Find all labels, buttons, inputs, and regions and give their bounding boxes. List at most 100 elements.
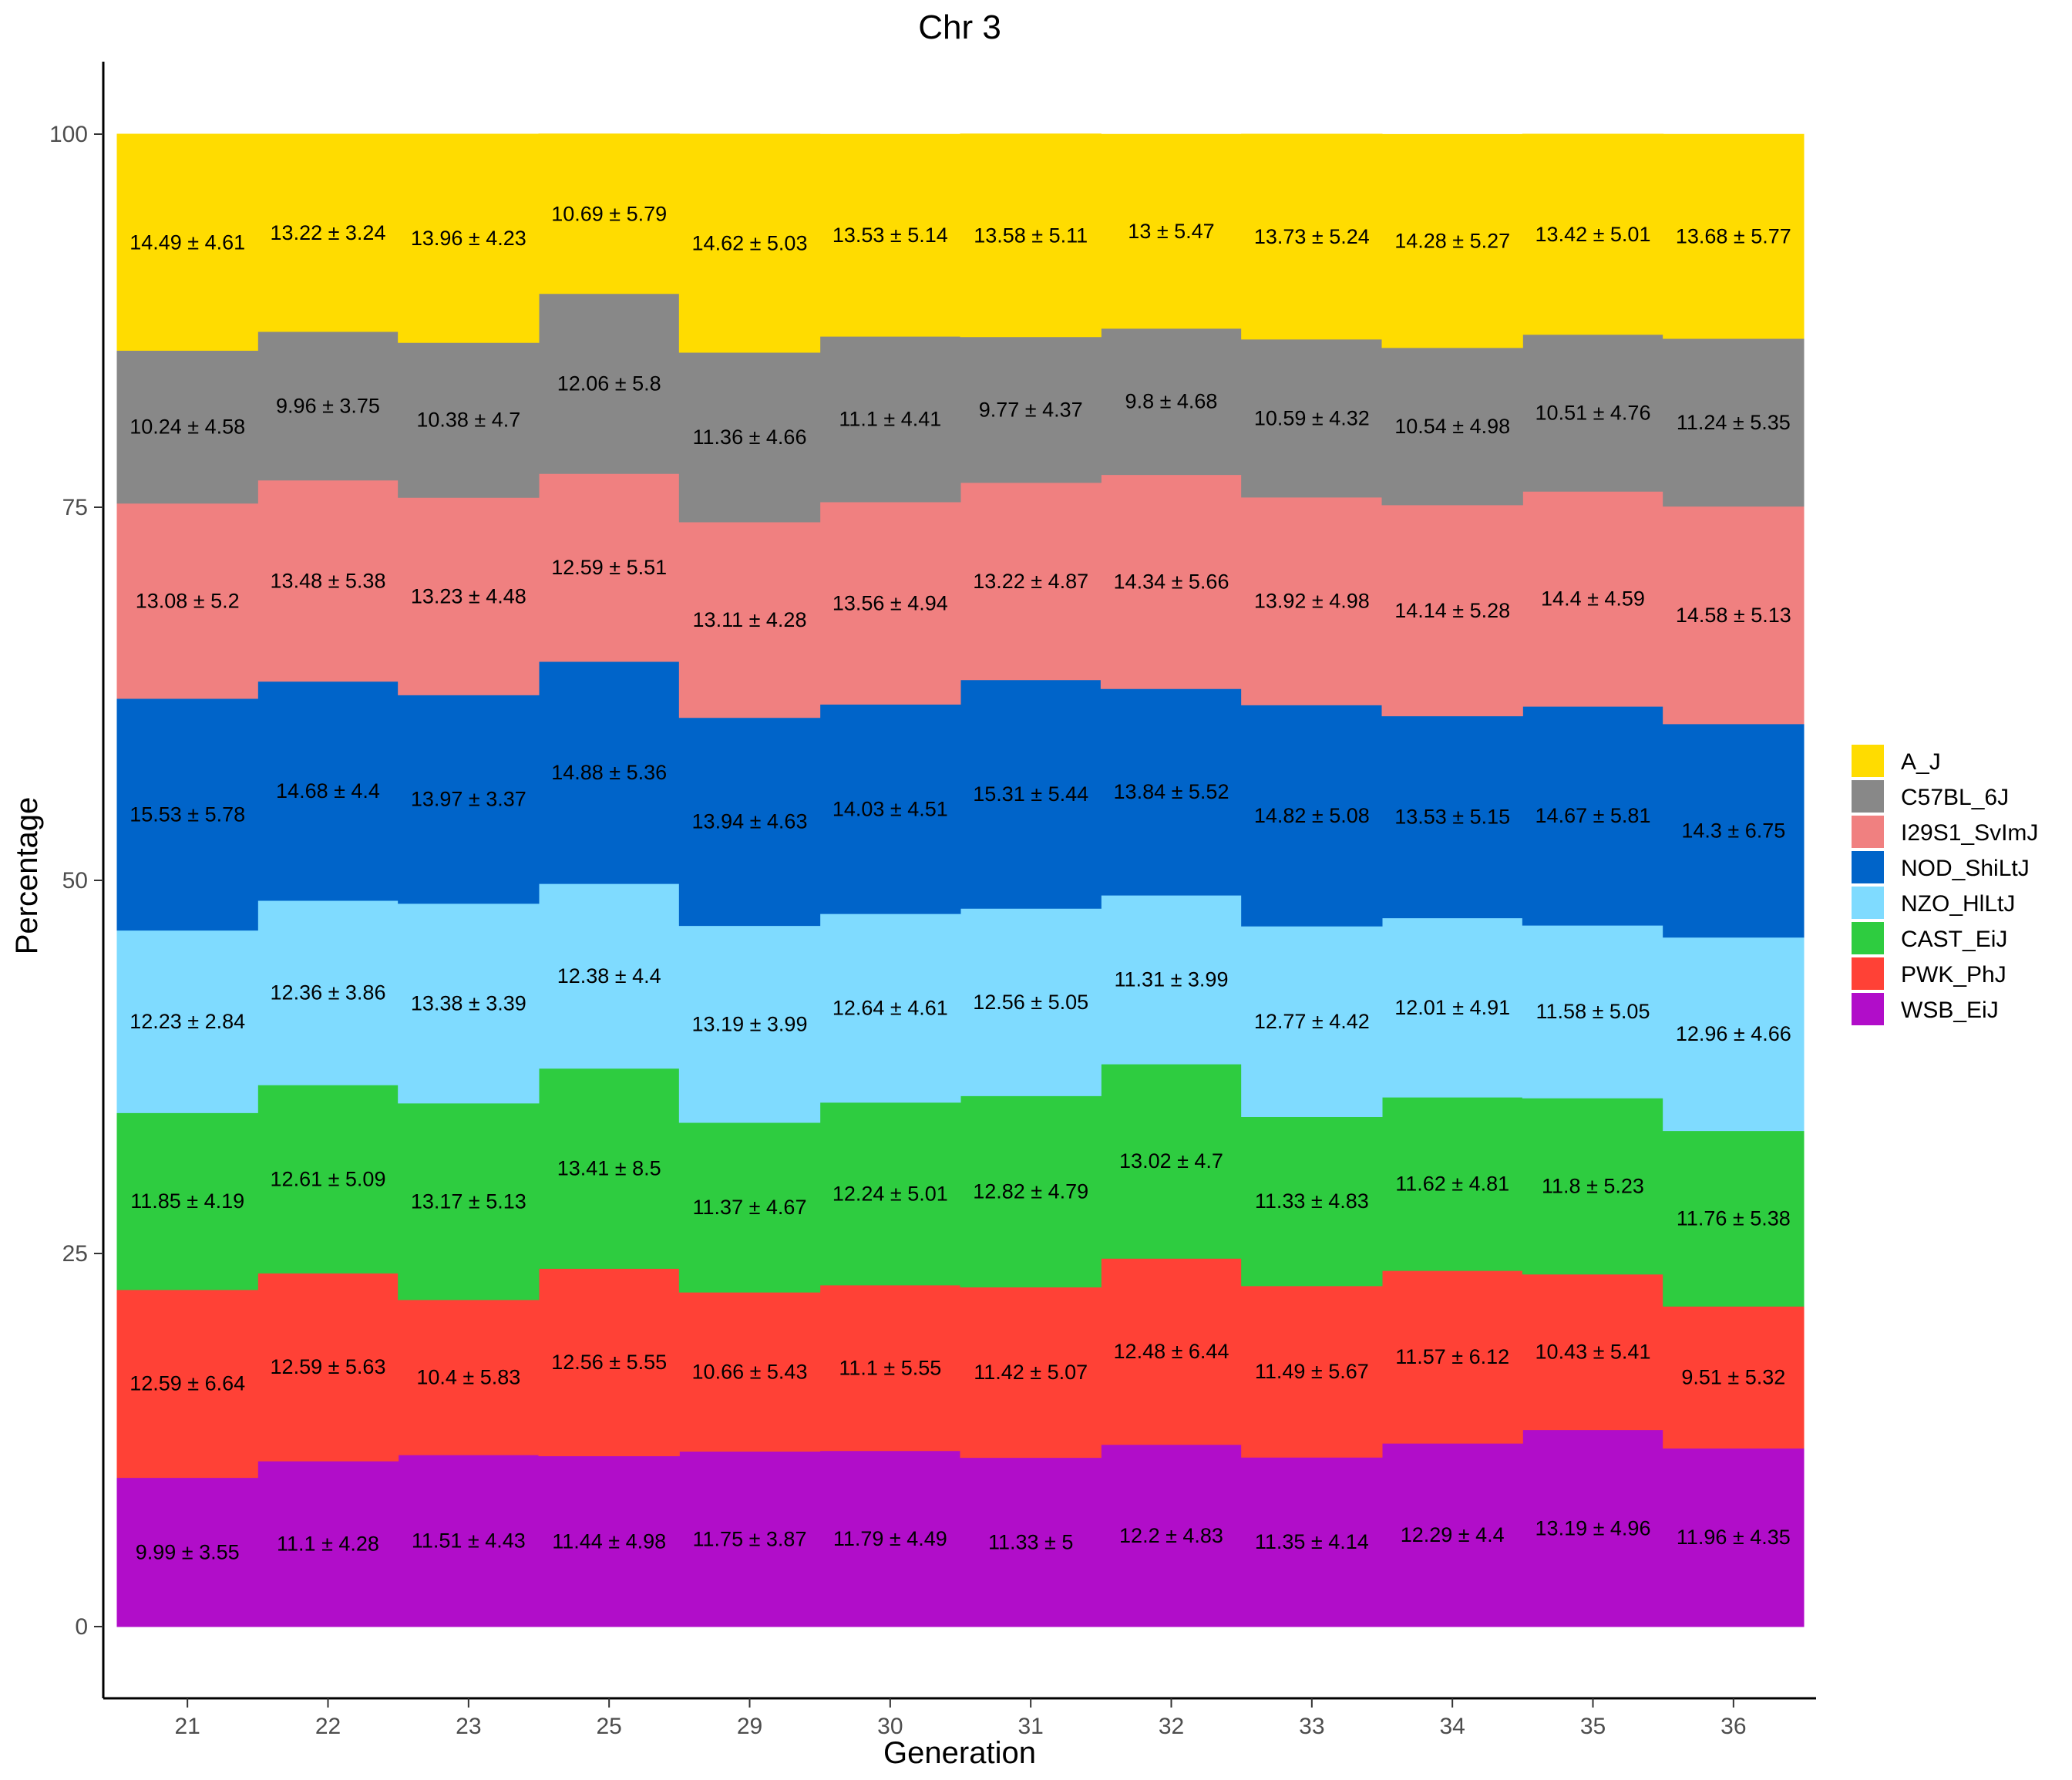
data-label-PWK_PhJ-30: 11.1 ± 5.55 (839, 1356, 941, 1379)
x-tick-label-31: 31 (1018, 1714, 1043, 1739)
data-label-I29S1_SvImJ-30: 13.56 ± 4.94 (832, 591, 948, 614)
data-label-A_J-32: 13 ± 5.47 (1128, 220, 1214, 243)
x-tick-label-36: 36 (1720, 1714, 1746, 1739)
legend: A_J C57BL_6J I29S1_SvImJ NOD_ShiLtJ NZO_HlLt… (1852, 745, 2038, 1025)
data-label-NOD_ShiLtJ-25: 14.88 ± 5.36 (551, 761, 667, 784)
data-label-CAST_EiJ-21: 11.85 ± 4.19 (130, 1189, 244, 1213)
legend-swatch-C57BL_6J (1852, 780, 1884, 813)
data-label-C57BL_6J-21: 10.24 ± 4.58 (130, 416, 245, 439)
data-label-C57BL_6J-36: 11.24 ± 5.35 (1677, 411, 1791, 434)
data-label-I29S1_SvImJ-34: 14.14 ± 5.28 (1394, 599, 1510, 622)
data-label-CAST_EiJ-32: 13.02 ± 4.7 (1119, 1149, 1223, 1173)
data-label-NOD_ShiLtJ-30: 14.03 ± 4.51 (832, 797, 948, 820)
data-label-NZO_HlLtJ-29: 13.19 ± 3.99 (692, 1012, 808, 1035)
data-label-NZO_HlLtJ-22: 12.36 ± 3.86 (271, 981, 386, 1004)
data-label-NOD_ShiLtJ-36: 14.3 ± 6.75 (1681, 819, 1785, 842)
data-label-C57BL_6J-35: 10.51 ± 4.76 (1536, 402, 1651, 425)
data-label-CAST_EiJ-34: 11.62 ± 4.81 (1395, 1173, 1509, 1196)
legend-label-CAST_EiJ: CAST_EiJ (1901, 927, 2007, 952)
data-label-A_J-22: 13.22 ± 3.24 (271, 221, 386, 244)
y-tick-label-75: 75 (62, 495, 88, 520)
x-tick-label-22: 22 (315, 1714, 341, 1739)
legend-label-C57BL_6J: C57BL_6J (1901, 785, 2009, 810)
data-label-NZO_HlLtJ-21: 12.23 ± 2.84 (130, 1010, 245, 1033)
chart-title: Chr 3 (918, 8, 1001, 46)
legend-swatch-NOD_ShiLtJ (1852, 851, 1884, 883)
data-label-C57BL_6J-32: 9.8 ± 4.68 (1125, 390, 1218, 413)
y-tick-label-0: 0 (75, 1614, 88, 1640)
data-label-WSB_EiJ-33: 11.35 ± 4.14 (1255, 1530, 1369, 1553)
data-label-NOD_ShiLtJ-21: 15.53 ± 5.78 (130, 803, 245, 826)
area-A_J (116, 133, 1805, 353)
data-label-NOD_ShiLtJ-23: 13.97 ± 3.37 (411, 788, 526, 811)
legend-label-PWK_PhJ: PWK_PhJ (1901, 962, 2006, 988)
legend-swatch-A_J (1852, 745, 1884, 777)
data-label-NOD_ShiLtJ-22: 14.68 ± 4.4 (276, 779, 380, 803)
legend-swatch-CAST_EiJ (1852, 922, 1884, 954)
data-label-C57BL_6J-33: 10.59 ± 4.32 (1254, 406, 1370, 429)
data-label-WSB_EiJ-36: 11.96 ± 4.35 (1677, 1526, 1791, 1549)
data-label-PWK_PhJ-23: 10.4 ± 5.83 (416, 1365, 520, 1388)
data-label-A_J-21: 14.49 ± 4.61 (130, 230, 245, 254)
data-label-C57BL_6J-29: 11.36 ± 4.66 (693, 426, 807, 449)
data-label-NZO_HlLtJ-23: 13.38 ± 3.39 (411, 991, 526, 1014)
legend-swatch-I29S1_SvImJ (1852, 816, 1884, 848)
x-tick-label-33: 33 (1299, 1714, 1324, 1739)
x-tick-label-30: 30 (877, 1714, 903, 1739)
legend-swatch-NZO_HlLtJ (1852, 887, 1884, 919)
data-label-I29S1_SvImJ-29: 13.11 ± 4.28 (693, 608, 807, 631)
data-label-CAST_EiJ-25: 13.41 ± 8.5 (557, 1157, 661, 1180)
data-label-A_J-29: 14.62 ± 5.03 (692, 232, 808, 255)
y-axis-title: Percentage (10, 797, 44, 955)
data-label-A_J-34: 14.28 ± 5.27 (1394, 230, 1510, 253)
data-label-CAST_EiJ-23: 13.17 ± 5.13 (411, 1189, 526, 1213)
data-label-NZO_HlLtJ-33: 12.77 ± 4.42 (1254, 1010, 1370, 1033)
data-label-A_J-33: 13.73 ± 5.24 (1254, 225, 1370, 248)
data-label-CAST_EiJ-30: 12.24 ± 5.01 (832, 1182, 948, 1205)
data-label-PWK_PhJ-32: 12.48 ± 6.44 (1114, 1340, 1229, 1363)
legend-label-A_J: A_J (1901, 749, 1941, 775)
data-label-WSB_EiJ-21: 9.99 ± 3.55 (136, 1540, 240, 1563)
data-label-NZO_HlLtJ-31: 12.56 ± 5.05 (973, 991, 1088, 1014)
x-tick-label-32: 32 (1159, 1714, 1184, 1739)
legend-label-NOD_ShiLtJ: NOD_ShiLtJ (1901, 856, 2030, 881)
data-label-WSB_EiJ-34: 12.29 ± 4.4 (1401, 1523, 1505, 1546)
data-label-NOD_ShiLtJ-31: 15.31 ± 5.44 (973, 782, 1088, 806)
data-label-WSB_EiJ-31: 11.33 ± 5 (988, 1530, 1073, 1553)
data-label-I29S1_SvImJ-31: 13.22 ± 4.87 (973, 570, 1088, 593)
legend-swatch-PWK_PhJ (1852, 957, 1884, 990)
data-label-WSB_EiJ-30: 11.79 ± 4.49 (833, 1527, 947, 1550)
x-tick-label-35: 35 (1580, 1714, 1606, 1739)
data-label-NZO_HlLtJ-35: 11.58 ± 5.05 (1536, 1000, 1650, 1023)
data-label-PWK_PhJ-36: 9.51 ± 5.32 (1681, 1365, 1785, 1388)
data-label-A_J-36: 13.68 ± 5.77 (1676, 225, 1791, 248)
data-label-CAST_EiJ-31: 12.82 ± 4.79 (973, 1179, 1088, 1203)
data-label-WSB_EiJ-35: 13.19 ± 4.96 (1536, 1516, 1651, 1539)
data-label-WSB_EiJ-32: 12.2 ± 4.83 (1119, 1524, 1223, 1547)
data-label-NOD_ShiLtJ-34: 13.53 ± 5.15 (1394, 806, 1510, 829)
data-label-PWK_PhJ-25: 12.56 ± 5.55 (551, 1351, 667, 1374)
data-label-NZO_HlLtJ-34: 12.01 ± 4.91 (1394, 996, 1510, 1019)
data-label-WSB_EiJ-23: 11.51 ± 4.43 (412, 1529, 526, 1553)
data-label-C57BL_6J-23: 10.38 ± 4.7 (416, 409, 520, 432)
data-label-PWK_PhJ-29: 10.66 ± 5.43 (692, 1360, 808, 1383)
data-label-C57BL_6J-22: 9.96 ± 3.75 (276, 394, 380, 417)
data-label-I29S1_SvImJ-33: 13.92 ± 4.98 (1254, 590, 1370, 613)
data-label-I29S1_SvImJ-22: 13.48 ± 5.38 (271, 569, 386, 592)
y-tick-label-50: 50 (62, 868, 88, 893)
data-label-I29S1_SvImJ-23: 13.23 ± 4.48 (411, 584, 526, 607)
legend-label-WSB_EiJ: WSB_EiJ (1901, 998, 1999, 1023)
data-label-C57BL_6J-34: 10.54 ± 4.98 (1394, 415, 1510, 438)
data-label-CAST_EiJ-36: 11.76 ± 5.38 (1677, 1207, 1791, 1230)
data-label-CAST_EiJ-29: 11.37 ± 4.67 (693, 1196, 807, 1219)
data-label-I29S1_SvImJ-35: 14.4 ± 4.59 (1541, 587, 1645, 611)
data-label-A_J-23: 13.96 ± 4.23 (411, 227, 526, 250)
data-label-C57BL_6J-31: 9.77 ± 4.37 (979, 398, 1083, 421)
data-label-NOD_ShiLtJ-32: 13.84 ± 5.52 (1114, 780, 1229, 803)
legend-label-I29S1_SvImJ: I29S1_SvImJ (1901, 820, 2038, 846)
data-label-PWK_PhJ-35: 10.43 ± 5.41 (1536, 1341, 1651, 1364)
data-label-PWK_PhJ-31: 11.42 ± 5.07 (974, 1361, 1088, 1384)
data-label-NOD_ShiLtJ-29: 13.94 ± 4.63 (692, 810, 808, 833)
